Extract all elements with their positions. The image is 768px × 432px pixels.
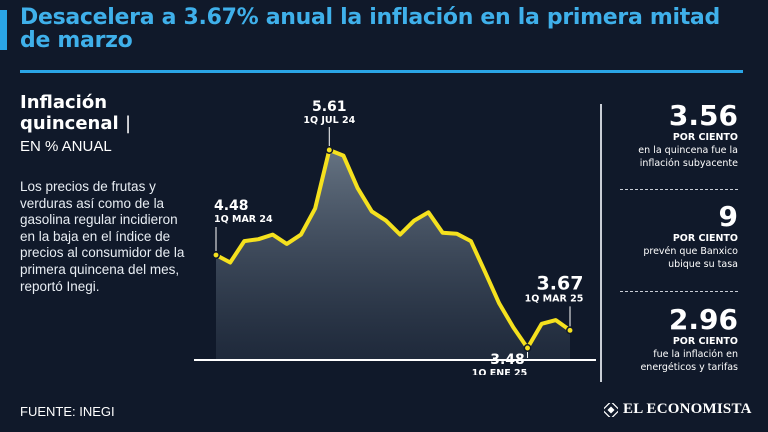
chart-subtitle-main: Inflación quincenal (20, 92, 119, 134)
stat-separator (620, 189, 738, 190)
data-label: 3.48 (490, 352, 525, 368)
headline-rule (20, 70, 743, 73)
chart-area-fill (216, 150, 570, 360)
brand-name: EL ECONOMISTA (623, 401, 752, 417)
stats-divider (600, 104, 602, 382)
stat-separator (620, 291, 738, 292)
period-label: 1Q ENE 25 (472, 368, 527, 375)
stat-description-line: prevén que Banxico (643, 246, 738, 257)
stat-unit: POR CIENTO (672, 132, 738, 143)
period-label: 1Q JUL 24 (303, 115, 355, 126)
stat-value: 9 (718, 200, 738, 233)
stat-banxico-rate: 9 POR CIENTO prevén que Banxico ubique s… (606, 202, 738, 271)
stat-value: 2.96 (668, 303, 738, 336)
data-label: 4.48 (214, 198, 249, 214)
stat-description-line: en la quincena fue la (638, 145, 738, 156)
brand-mark-icon (604, 402, 618, 417)
source-note: FUENTE: INEGI (20, 404, 115, 419)
stat-value: 3.56 (668, 99, 738, 132)
data-point-marker (566, 326, 574, 335)
chart-subtitle: Inflación quincenal | (20, 92, 190, 134)
headline: Desacelera a 3.67% anual la inflación en… (20, 5, 720, 53)
body-text: Los precios de frutas y verduras así com… (20, 179, 185, 294)
chart-unit-label: EN % ANUAL (20, 138, 112, 155)
data-label: 3.67 (537, 272, 584, 294)
stat-energy-inflation: 2.96 POR CIENTO fue la inflación en ener… (606, 305, 738, 374)
period-label: 1Q MAR 24 (214, 214, 273, 225)
stat-core-inflation: 3.56 POR CIENTO en la quincena fue la in… (606, 101, 738, 170)
stat-unit: POR CIENTO (672, 336, 738, 347)
inflation-series-line (214, 148, 572, 350)
stat-unit: POR CIENTO (672, 233, 738, 244)
stat-description-line: fue la inflación en (653, 349, 738, 360)
data-point-marker (212, 251, 220, 259)
stat-description-line: inflación subyacente (639, 158, 738, 169)
headline-accent-bar (0, 10, 7, 50)
data-point-marker (325, 146, 334, 154)
brand-logo: EL ECONOMISTA (604, 401, 752, 418)
data-point-marker (523, 344, 532, 352)
period-label: 1Q MAR 25 (525, 293, 584, 304)
data-label: 5.61 (312, 99, 347, 115)
chart-subtitle-separator: | (124, 113, 132, 134)
stat-description-line: ubique su tasa (668, 259, 738, 270)
stat-description-line: energéticos y tarifas (640, 362, 738, 373)
